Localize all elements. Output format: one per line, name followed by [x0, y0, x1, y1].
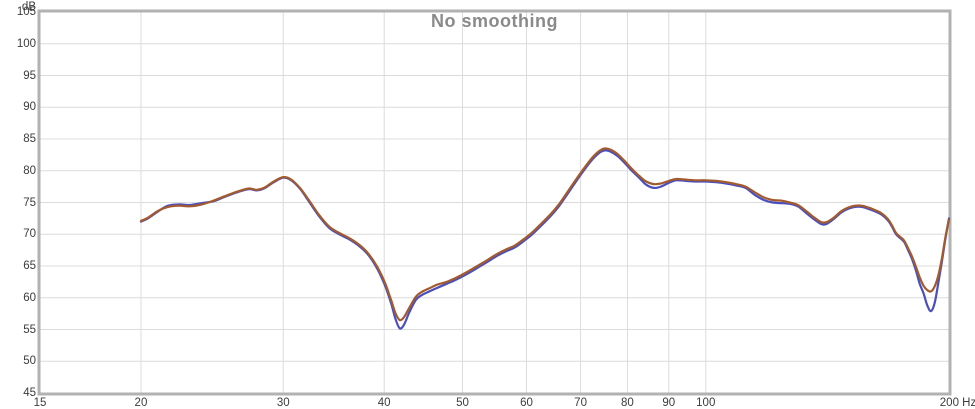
y-tick-label: 55 [23, 323, 36, 336]
orange-trace [139, 147, 951, 322]
x-tick-label: 15 [33, 397, 47, 409]
y-tick-label: 100 [16, 37, 36, 50]
y-tick-label: 60 [23, 291, 36, 304]
x-tick-label: 70 [574, 397, 587, 409]
chart-title: No smoothing [431, 11, 558, 31]
blue-trace [139, 149, 951, 330]
x-tick-label: 50 [456, 397, 469, 409]
y-tick-label: 95 [23, 69, 36, 82]
y-tick-label: 65 [23, 260, 36, 272]
y-tick-label: 90 [23, 101, 36, 114]
x-tick-label: 60 [520, 397, 533, 409]
y-tick-label: 75 [23, 196, 36, 209]
y-tick-label: 85 [23, 133, 36, 145]
y-tick-label: 70 [23, 228, 36, 241]
x-tick-label: 100 [696, 397, 716, 409]
y-tick-label: 50 [23, 355, 36, 368]
y-tick-label: 45 [23, 387, 36, 399]
x-tick-label: 200 Hz [939, 397, 975, 409]
y-tick-label: 105 [16, 6, 36, 18]
y-tick-label: 80 [23, 164, 36, 177]
y-axis-unit-label: dB [21, 1, 36, 13]
x-tick-label: 20 [134, 397, 148, 409]
x-tick-label: 30 [276, 397, 290, 409]
x-tick-label: 80 [621, 397, 634, 409]
x-tick-label: 90 [662, 397, 676, 409]
plot-border [37, 9, 952, 396]
x-tick-label: 40 [377, 397, 391, 409]
